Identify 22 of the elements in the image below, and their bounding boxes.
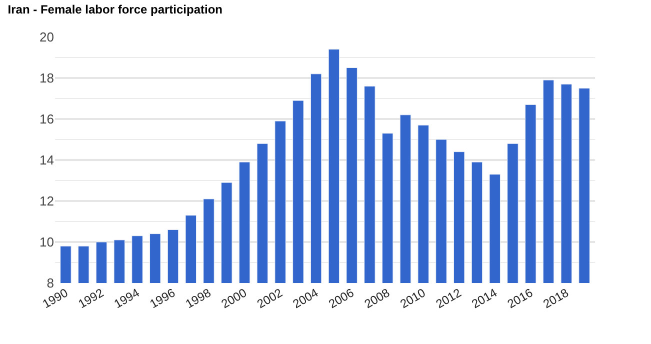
x-tick-label: 2016 [505, 286, 536, 312]
x-tick-label: 2018 [540, 286, 572, 312]
x-tick-label: 2008 [362, 286, 392, 312]
x-tick-label: 1998 [183, 286, 214, 312]
chart-title: Iran - Female labor force participation [8, 2, 223, 17]
y-tick-label: 14 [40, 152, 54, 168]
y-tick-label: 10 [40, 234, 54, 250]
x-tick-label: 2006 [326, 286, 357, 312]
x-tick-label: 1996 [147, 286, 178, 312]
y-tick-label: 8 [46, 276, 54, 291]
y-tick-label: 16 [40, 112, 54, 127]
x-tick-label: 2000 [218, 286, 250, 312]
y-tick-label: 20 [40, 30, 54, 45]
x-tick-label: 2012 [433, 286, 464, 312]
x-tick-label: 2004 [290, 286, 321, 312]
x-tick-label: 1994 [112, 286, 142, 312]
x-tick-label: 2010 [398, 286, 428, 312]
x-tick-label: 2002 [254, 286, 286, 312]
x-tick-label: 1992 [76, 286, 106, 312]
y-tick-label: 12 [40, 194, 54, 209]
y-tick-label: 18 [40, 70, 54, 86]
x-tick-label: 2014 [469, 286, 500, 312]
